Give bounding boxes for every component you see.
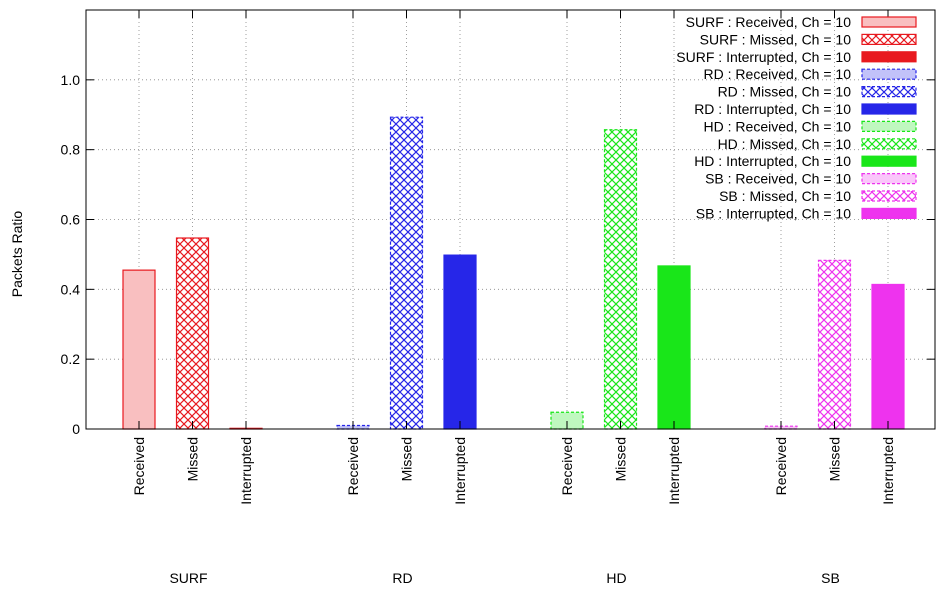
legend-item: HD : Received, Ch = 10 [704, 118, 917, 134]
legend-swatch [861, 173, 917, 185]
legend-label: HD : Interrupted, Ch = 10 [694, 153, 851, 169]
legend-label: RD : Missed, Ch = 10 [718, 84, 852, 100]
legend-label: RD : Received, Ch = 10 [704, 66, 852, 82]
y-tick-label: 0.6 [61, 212, 81, 228]
legend-label: SB : Missed, Ch = 10 [719, 188, 851, 204]
bar-surf-received [122, 269, 156, 430]
x-tick-label: Received [559, 437, 575, 495]
x-tick-label: Missed [399, 437, 415, 481]
bar-sb-missed [817, 259, 852, 430]
grid-lines [86, 10, 935, 429]
x-tick-label: Interrupted [452, 437, 468, 505]
group-label: HD [606, 570, 626, 586]
legend-swatch [861, 51, 917, 63]
y-tick-label: 1.0 [61, 72, 81, 88]
group-label: SB [821, 570, 840, 586]
y-axis: 0 0.2 0.4 0.6 0.8 1.0 [61, 72, 935, 437]
legend-item: SURF : Received, Ch = 10 [686, 14, 917, 30]
legend-item: RD : Received, Ch = 10 [704, 66, 917, 82]
legend-label: SB : Interrupted, Ch = 10 [696, 205, 851, 221]
legend-label: RD : Interrupted, Ch = 10 [694, 101, 851, 117]
bar-hd-missed [603, 129, 638, 430]
legend-label: HD : Missed, Ch = 10 [718, 136, 852, 152]
legend-label: SURF : Interrupted, Ch = 10 [676, 49, 851, 65]
legend-item: SB : Received, Ch = 10 [705, 171, 917, 187]
bar-hd-received [550, 411, 584, 430]
bar-rd-interrupted [443, 254, 477, 430]
legend-swatch [861, 120, 917, 133]
x-tick-label: Received [345, 437, 361, 495]
bar-hd-interrupted [657, 265, 691, 430]
legend-item: SB : Interrupted, Ch = 10 [696, 205, 917, 221]
legend-item: RD : Missed, Ch = 10 [718, 84, 917, 100]
x-tick-label: Interrupted [238, 437, 254, 505]
bar-sb-interrupted [871, 283, 905, 430]
legend-swatch [861, 138, 917, 150]
legend-swatch [861, 16, 917, 28]
bar-surf-missed [175, 237, 210, 430]
bars-layer [122, 116, 905, 430]
group-label: RD [392, 570, 412, 586]
group-label: SURF [169, 570, 207, 586]
legend-label: SURF : Received, Ch = 10 [686, 14, 852, 30]
legend-swatch [861, 190, 917, 202]
x-tick-label: Missed [185, 437, 201, 481]
legend-swatch [861, 103, 917, 115]
legend-swatch [861, 85, 917, 98]
legend-item: HD : Interrupted, Ch = 10 [694, 153, 917, 169]
y-tick-label: 0.4 [61, 281, 81, 297]
legend-item: HD : Missed, Ch = 10 [718, 136, 917, 152]
legend-item: SB : Missed, Ch = 10 [719, 188, 917, 204]
legend-swatch [861, 207, 917, 219]
legend-item: SURF : Interrupted, Ch = 10 [676, 49, 917, 65]
legend-label: HD : Received, Ch = 10 [704, 118, 852, 134]
x-tick-label: Missed [827, 437, 843, 481]
bar-rd-missed [389, 116, 424, 430]
legend-label: SURF : Missed, Ch = 10 [700, 31, 852, 47]
x-tick-label: Interrupted [880, 437, 896, 505]
legend-item: RD : Interrupted, Ch = 10 [694, 101, 917, 117]
y-tick-label: 0.8 [61, 142, 81, 158]
legend-item: SURF : Missed, Ch = 10 [700, 31, 917, 47]
legend-swatch [861, 155, 917, 167]
x-tick-label: Received [773, 437, 789, 495]
y-tick-label: 0 [72, 421, 80, 437]
x-tick-label: Missed [613, 437, 629, 481]
y-axis-label: Packets Ratio [9, 211, 25, 298]
legend-label: SB : Received, Ch = 10 [705, 171, 851, 187]
x-axis: Received Missed Interrupted SURF Received Mis… [131, 10, 896, 586]
y-tick-label: 0.2 [61, 351, 81, 367]
legend-swatch [861, 33, 917, 46]
x-tick-label: Received [131, 437, 147, 495]
x-tick-label: Interrupted [666, 437, 682, 505]
legend-swatch [861, 68, 917, 80]
